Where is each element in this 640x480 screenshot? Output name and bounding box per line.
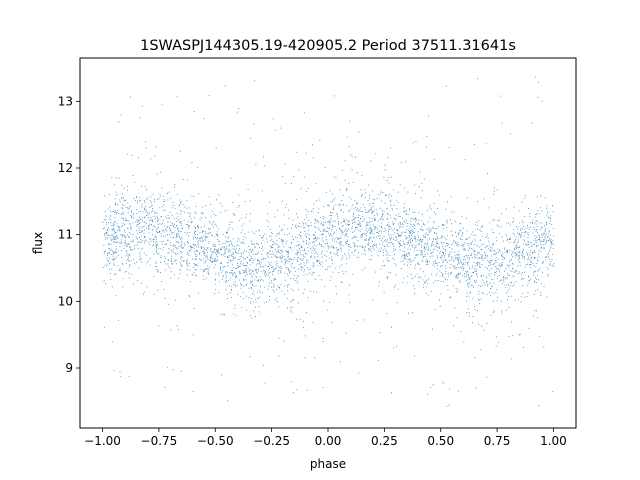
x-tick-label: 0.00 — [315, 434, 342, 448]
y-axis-ticks: 9 10 11 12 13 — [58, 94, 80, 375]
y-axis-label: flux — [31, 232, 45, 254]
x-tick-label: 0.25 — [371, 434, 398, 448]
x-tick-label: −0.25 — [253, 434, 290, 448]
y-tick-label: 9 — [65, 361, 73, 375]
x-tick-label: −1.00 — [84, 434, 121, 448]
x-tick-label: 0.75 — [484, 434, 511, 448]
y-tick-label: 13 — [58, 94, 73, 108]
x-tick-label: −0.75 — [141, 434, 178, 448]
x-tick-label: 1.00 — [540, 434, 567, 448]
y-tick-label: 12 — [58, 161, 73, 175]
y-tick-label: 10 — [58, 294, 73, 308]
chart-title: 1SWASPJ144305.19-420905.2 Period 37511.3… — [140, 38, 516, 54]
x-axis-label: phase — [310, 457, 346, 471]
x-axis-ticks: −1.00 −0.75 −0.50 −0.25 0.00 0.25 0.50 0.75 1.00 — [84, 428, 567, 448]
y-tick-label: 11 — [58, 228, 73, 242]
x-tick-label: −0.50 — [197, 434, 234, 448]
x-tick-label: 0.50 — [427, 434, 454, 448]
